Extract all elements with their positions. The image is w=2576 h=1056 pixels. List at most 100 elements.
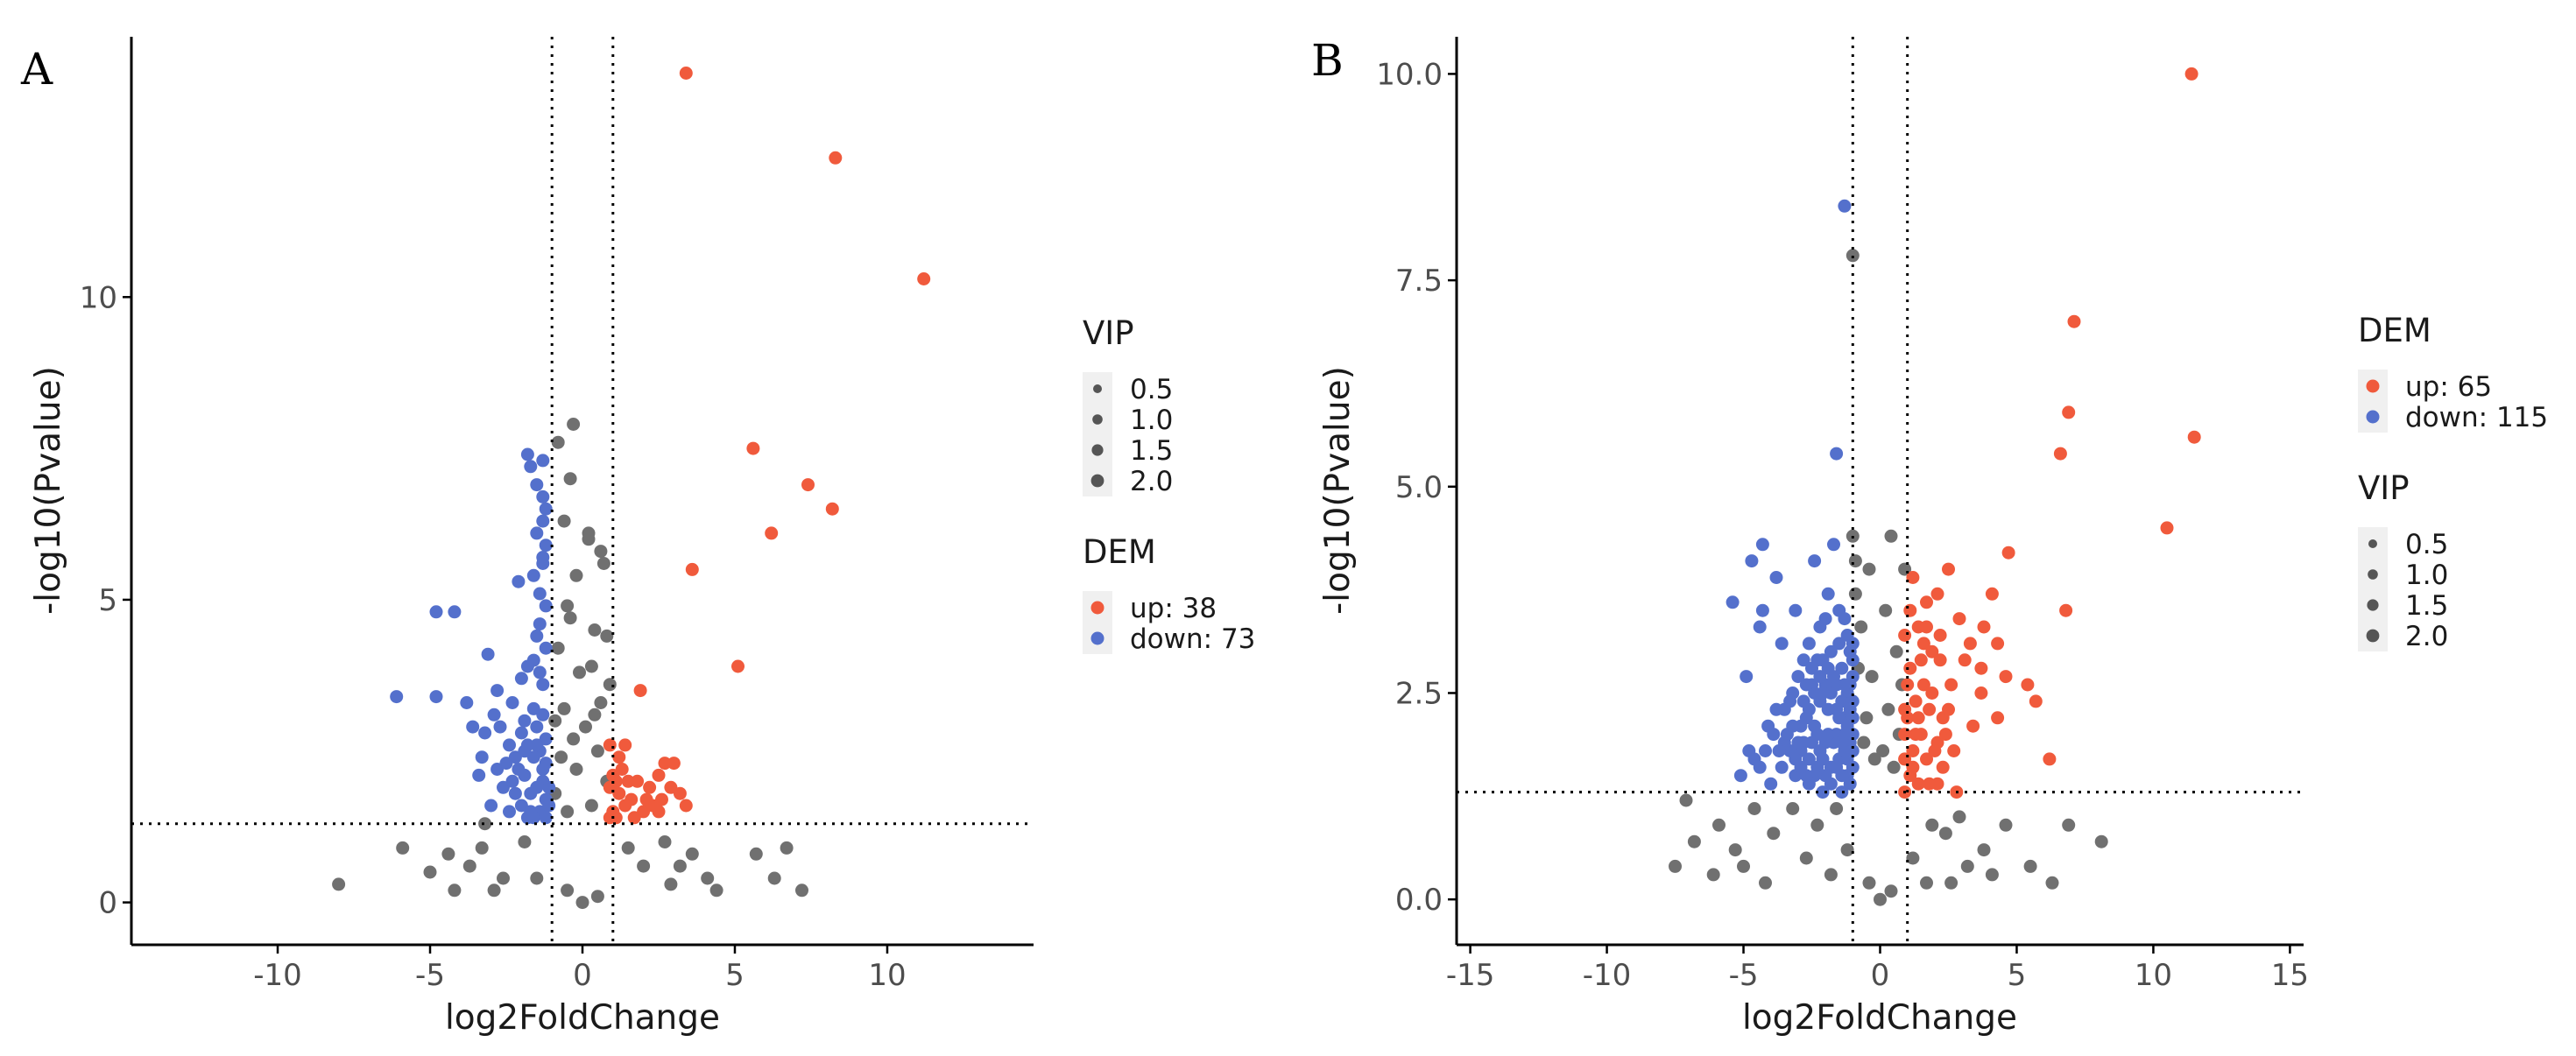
point-up-15 (1991, 637, 2005, 651)
volcano-plot-a: A -10 -5 0 5 10 0 5 10 log2FoldChange -log10(P… (20, 37, 1255, 1038)
point-ns-37 (1952, 810, 1966, 824)
point-down-33 (536, 708, 550, 722)
legend-label-dem-1: down: 115 (2405, 402, 2548, 433)
point-ns-5 (1879, 603, 1893, 617)
point-up-61 (1933, 629, 1947, 642)
legend-key-vip-3 (1090, 474, 1105, 488)
legend-key-vip-1 (2368, 569, 2378, 580)
plot-background-b (1457, 37, 2304, 945)
point-up-25 (1944, 678, 1958, 692)
point-up-2 (917, 272, 931, 285)
point-up-48 (1909, 728, 1923, 742)
point-ns-45 (1925, 818, 1939, 832)
x-axis-ticks-a: -10 -5 0 5 10 (253, 945, 907, 993)
panel-letter-a: A (20, 44, 53, 95)
point-down-111 (1753, 760, 1767, 774)
point-ns-45 (664, 877, 678, 891)
point-up-2 (2062, 405, 2076, 419)
legend-label-vip-3: 2.0 (2405, 621, 2448, 652)
point-ns-17 (567, 732, 581, 746)
point-up-5 (2160, 521, 2174, 535)
point-up-11 (612, 750, 626, 764)
point-up-52 (1952, 612, 1966, 626)
point-ns-25 (569, 763, 583, 776)
point-up-8 (731, 659, 745, 673)
point-up-7 (685, 562, 699, 576)
point-down-54 (484, 799, 498, 813)
point-ns-11 (573, 665, 586, 679)
y-tick-label: 7.5 (1395, 264, 1443, 299)
point-down-1 (1830, 447, 1844, 461)
point-ns-49 (475, 841, 489, 855)
point-up-41 (1936, 760, 1950, 774)
point-down-14 (1753, 620, 1767, 634)
point-up-12 (2059, 603, 2073, 617)
point-ns-6 (561, 599, 575, 613)
point-down-84 (1813, 744, 1827, 757)
point-ns-29 (1737, 859, 1750, 873)
x-tick-label: 15 (2271, 958, 2309, 993)
point-ns-42 (1810, 818, 1824, 832)
point-ns-41 (1799, 851, 1813, 865)
volcano-plot-b: B -15 -10 -5 0 5 10 15 0.0 2.5 5.0 7.5 10.0 log2Fo… (1311, 35, 2548, 1038)
point-up-23 (1916, 678, 1930, 692)
point-down-18 (1824, 644, 1838, 658)
data-points-a (332, 67, 931, 910)
legend-label-dem-1: down: 73 (1130, 623, 1255, 655)
point-down-25 (390, 690, 404, 704)
point-ns-27 (1706, 868, 1720, 882)
point-down-79 (1821, 661, 1835, 675)
legend-label-vip-0: 0.5 (1130, 374, 1173, 405)
point-ns-0 (1846, 249, 1860, 263)
point-ns-3 (557, 514, 571, 528)
point-up-58 (1898, 728, 1912, 742)
point-down-19 (530, 629, 544, 643)
point-up-54 (1925, 686, 1939, 700)
point-down-66 (1838, 678, 1852, 692)
point-down-13 (533, 587, 547, 601)
point-ns-14 (603, 678, 617, 692)
point-down-85 (1813, 670, 1827, 684)
reference-lines-a (131, 37, 1034, 945)
y-axis-ticks-b: 0.0 2.5 5.0 7.5 10.0 (1376, 57, 1457, 918)
point-up-10 (1920, 595, 1933, 609)
point-ns-52 (518, 835, 532, 848)
point-ns-30 (332, 877, 346, 891)
x-tick-label: 5 (725, 958, 745, 993)
point-ns-37 (441, 847, 455, 861)
point-up-19 (643, 780, 657, 794)
point-ns-8 (600, 629, 614, 643)
point-down-71 (542, 780, 556, 794)
legend-label-vip-1: 1.0 (1130, 405, 1173, 436)
point-up-18 (612, 786, 626, 800)
point-ns-14 (1860, 711, 1874, 725)
point-down-48 (518, 768, 532, 782)
y-tick-label: 0 (98, 886, 117, 921)
point-up-1 (2067, 314, 2081, 328)
x-tick-label: 5 (2008, 958, 2027, 993)
point-ns-52 (1840, 843, 1854, 857)
point-up-64 (1903, 603, 1917, 617)
point-ns-46 (497, 871, 510, 885)
point-ns-39 (1938, 827, 1952, 841)
point-down-17 (1802, 637, 1816, 651)
point-ns-16 (1857, 736, 1871, 750)
point-ns-13 (1881, 702, 1895, 716)
point-down-0 (1838, 199, 1852, 213)
point-ns-32 (780, 841, 794, 855)
point-ns-40 (1786, 802, 1800, 815)
point-up-55 (1906, 760, 1920, 774)
point-ns-33 (2045, 876, 2059, 890)
point-down-63 (536, 763, 550, 776)
x-tick-label: -15 (1446, 958, 1495, 993)
point-ns-31 (2062, 818, 2076, 832)
point-down-47 (1764, 777, 1778, 791)
point-up-27 (2029, 694, 2043, 708)
point-ns-4 (1862, 562, 1876, 576)
point-ns-54 (575, 896, 589, 910)
point-ns-53 (530, 871, 544, 885)
point-down-4 (536, 489, 550, 503)
point-down-30 (505, 696, 519, 709)
point-up-21 (679, 799, 693, 813)
